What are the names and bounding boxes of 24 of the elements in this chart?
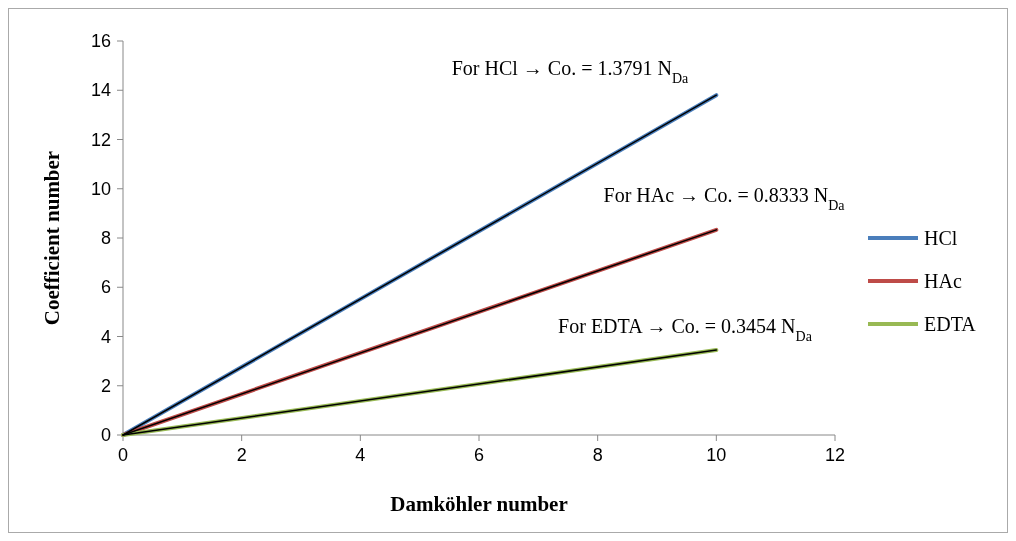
x-tick-label: 10 — [706, 445, 727, 465]
y-tick-label: 8 — [100, 228, 111, 248]
annotation: For HCl → Co. = 1.3791 N$_{Da}$ — [451, 57, 690, 86]
y-tick-label: 10 — [90, 178, 111, 199]
y-tick-label: 0 — [100, 425, 111, 445]
x-axis-title: Damköhler number — [390, 492, 568, 516]
y-axis-title: Coefficient number — [40, 150, 64, 326]
y-tick-label: 2 — [100, 375, 111, 396]
y-tick-label: 16 — [90, 31, 111, 51]
x-tick-label: 12 — [824, 445, 846, 465]
legend-label: EDTA — [924, 313, 977, 335]
legend-label: HCl — [924, 227, 958, 249]
annotation: For EDTA → Co. = 0.3454 N$_{Da}$ — [558, 315, 813, 344]
annotation: For HAc → Co. = 0.8333 N$_{Da}$ — [603, 184, 846, 213]
y-tick-label: 12 — [90, 129, 111, 150]
y-tick-label: 6 — [100, 277, 111, 298]
x-tick-label: 8 — [592, 445, 603, 465]
y-tick-label: 4 — [100, 326, 111, 347]
x-tick-label: 2 — [236, 445, 247, 465]
y-tick-label: 14 — [90, 80, 111, 101]
legend-label: HAc — [924, 270, 962, 292]
x-tick-label: 4 — [355, 445, 366, 465]
x-tick-label: 0 — [117, 445, 129, 465]
x-tick-label: 6 — [473, 445, 485, 465]
